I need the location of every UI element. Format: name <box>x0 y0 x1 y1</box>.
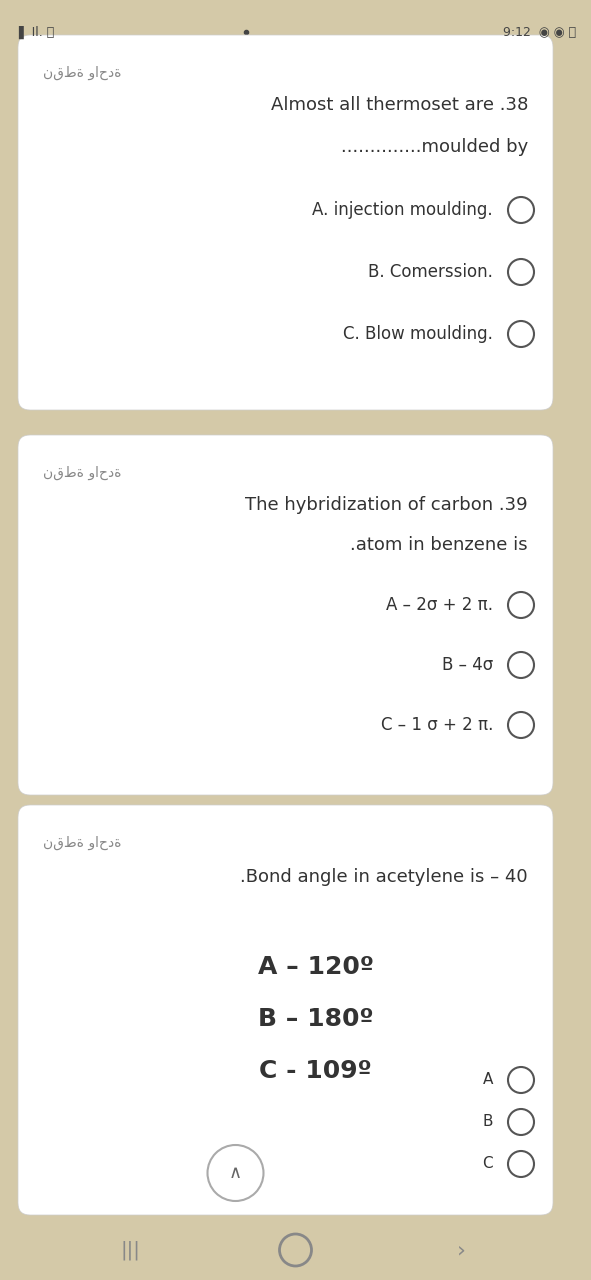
Text: .Bond angle in acetylene is – 40: .Bond angle in acetylene is – 40 <box>241 868 528 886</box>
Text: C. Blow moulding.: C. Blow moulding. <box>343 325 493 343</box>
Text: نقطة واحدة: نقطة واحدة <box>43 836 122 850</box>
Text: 9:12  ◉ ◉ 🖼: 9:12 ◉ ◉ 🖼 <box>503 26 576 38</box>
FancyBboxPatch shape <box>18 805 553 1215</box>
Text: A: A <box>483 1073 493 1088</box>
Text: .atom in benzene is: .atom in benzene is <box>350 536 528 554</box>
Text: A – 2σ + 2 π.: A – 2σ + 2 π. <box>386 596 493 614</box>
Text: |||: ||| <box>120 1240 140 1260</box>
Text: A. injection moulding.: A. injection moulding. <box>313 201 493 219</box>
Text: ▌ Il. 🔊: ▌ Il. 🔊 <box>18 26 54 38</box>
Text: B – 4σ: B – 4σ <box>441 655 493 675</box>
Text: ∧: ∧ <box>229 1164 242 1181</box>
Text: C – 1 σ + 2 π.: C – 1 σ + 2 π. <box>381 716 493 733</box>
Text: A – 120º: A – 120º <box>258 955 374 979</box>
Text: ..............moulded by: ..............moulded by <box>341 138 528 156</box>
Text: B – 180º: B – 180º <box>258 1007 374 1030</box>
Text: B. Comerssion.: B. Comerssion. <box>368 262 493 282</box>
Text: B: B <box>482 1115 493 1129</box>
Text: Almost all thermoset are .38: Almost all thermoset are .38 <box>271 96 528 114</box>
FancyBboxPatch shape <box>18 435 553 795</box>
FancyBboxPatch shape <box>18 35 553 410</box>
Text: The hybridization of carbon .39: The hybridization of carbon .39 <box>245 495 528 515</box>
Text: ›: › <box>456 1240 466 1260</box>
Text: C: C <box>482 1157 493 1171</box>
Text: نقطة واحدة: نقطة واحدة <box>43 65 122 81</box>
Text: C - 109º: C - 109º <box>259 1059 372 1083</box>
Text: نقطة واحدة: نقطة واحدة <box>43 466 122 480</box>
